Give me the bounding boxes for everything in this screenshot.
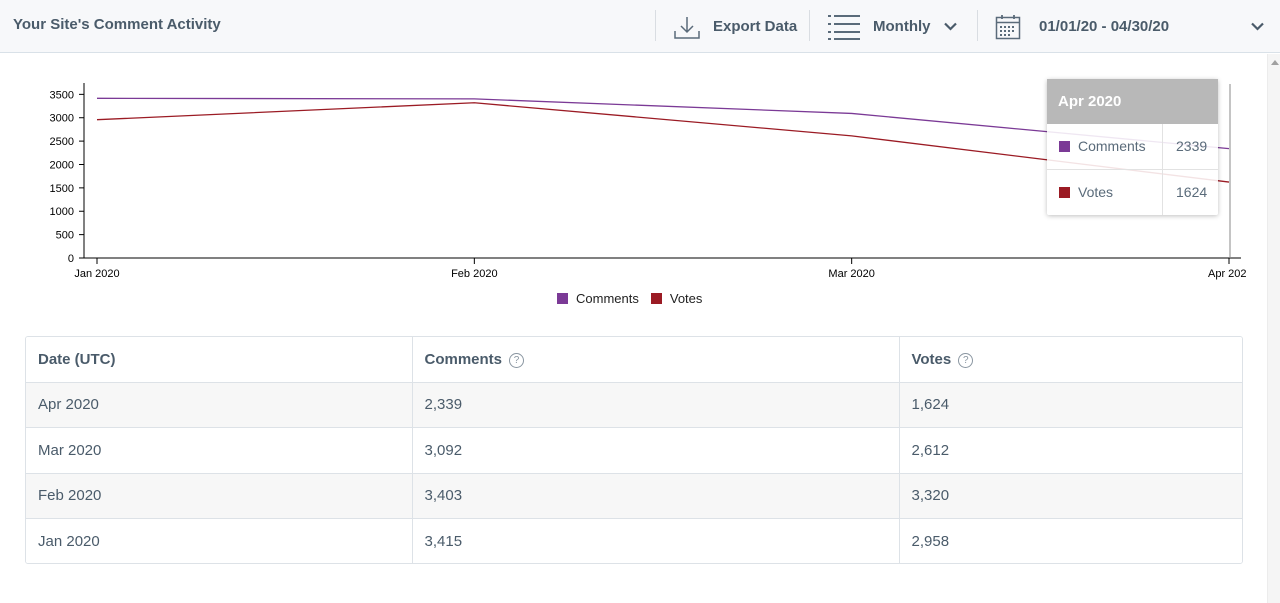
table-row: Feb 2020 3,403 3,320: [26, 473, 1242, 519]
tooltip-row-comments: Comments 2339: [1047, 124, 1218, 170]
y-tick-label: 1000: [50, 206, 74, 218]
table-cell-date: Apr 2020: [26, 382, 413, 428]
chart-tooltip: Apr 2020 Comments 2339 Votes 1624: [1047, 79, 1218, 215]
tooltip-value: 2339: [1162, 124, 1207, 169]
export-data-label: Export Data: [713, 18, 798, 35]
interval-select[interactable]: Monthly: [827, 0, 957, 53]
legend-item-votes[interactable]: Votes: [650, 291, 703, 306]
table-header-row: Date (UTC) Comments? Votes?: [26, 337, 1242, 383]
date-range-label: 01/01/20 - 04/30/20: [1039, 18, 1170, 35]
interval-label: Monthly: [873, 18, 931, 35]
table-row: Apr 2020 2,339 1,624: [26, 382, 1242, 428]
vertical-scrollbar[interactable]: [1267, 54, 1280, 603]
table-cell-votes: 1,624: [899, 382, 1242, 428]
y-tick-label: 2000: [50, 159, 74, 171]
table-cell-comments: 3,415: [412, 518, 900, 563]
column-header-comments: Comments?: [412, 337, 900, 383]
toolbar-divider: [655, 10, 656, 41]
table-cell-date: Mar 2020: [26, 427, 413, 474]
legend-label: Comments: [576, 291, 639, 306]
legend-item-comments[interactable]: Comments: [557, 291, 639, 306]
toolbar-divider: [809, 10, 810, 41]
y-tick-label: 3000: [50, 113, 74, 125]
comment-activity-chart: 0 500 1000 1500 2000 2500 3000 3500 Jan 2020 Feb…: [50, 83, 1247, 280]
download-icon: [673, 13, 701, 41]
series-layer: [96, 84, 1231, 258]
table-cell-comments: 3,403: [412, 473, 900, 519]
column-header-date: Date (UTC): [26, 337, 413, 383]
date-range-picker[interactable]: 01/01/20 - 04/30/20: [995, 0, 1169, 53]
table-cell-votes: 2,958: [899, 518, 1242, 563]
table-cell-date: Feb 2020: [26, 473, 413, 519]
comments-swatch: [1059, 140, 1070, 152]
y-tick-label: 0: [68, 253, 74, 265]
table-row: Jan 2020 3,415 2,958: [26, 518, 1242, 563]
list-icon: [827, 13, 861, 41]
votes-swatch: [650, 293, 662, 304]
y-tick-label: 1500: [50, 183, 74, 195]
tooltip-label: Votes: [1078, 184, 1114, 201]
y-tick-label: 500: [56, 230, 74, 242]
tooltip-value: 1624: [1162, 169, 1207, 215]
x-tick-label: Jan 2020: [74, 268, 119, 280]
x-tick-label: Apr 202: [1208, 268, 1247, 280]
tooltip-label: Comments: [1078, 138, 1146, 155]
table-row: Mar 2020 3,092 2,612: [26, 427, 1242, 474]
help-icon[interactable]: ?: [509, 352, 525, 368]
x-axis: Jan 2020 Feb 2020 Mar 2020 Apr 202: [74, 257, 1247, 280]
tooltip-title: Apr 2020: [1047, 79, 1218, 124]
scroll-up-arrow-icon[interactable]: [1271, 60, 1279, 65]
x-tick-label: Mar 2020: [828, 268, 874, 280]
top-toolbar: Your Site's Comment Activity Export Data…: [0, 0, 1280, 53]
y-axis: 0 500 1000 1500 2000 2500 3000 3500: [50, 83, 85, 265]
page-title: Your Site's Comment Activity: [13, 16, 221, 33]
table-cell-date: Jan 2020: [26, 518, 413, 563]
column-header-votes: Votes?: [899, 337, 1242, 383]
chevron-down-icon: [943, 22, 957, 31]
toolbar-divider: [977, 10, 978, 41]
date-range-dropdown-toggle[interactable]: [1251, 0, 1264, 53]
x-tick-label: Feb 2020: [451, 268, 497, 280]
export-data-button[interactable]: Export Data: [673, 0, 797, 53]
votes-swatch: [1059, 186, 1070, 198]
comments-swatch: [557, 293, 568, 304]
legend-label: Votes: [669, 291, 703, 306]
series-line-comments: [96, 97, 1230, 150]
y-tick-label: 3500: [50, 89, 74, 101]
y-tick-label: 2500: [50, 136, 74, 148]
table-cell-votes: 3,320: [899, 473, 1242, 519]
table-cell-comments: 2,339: [412, 382, 900, 428]
chart-legend: Comments Votes: [557, 291, 714, 306]
calendar-icon: [995, 14, 1021, 40]
table-cell-votes: 2,612: [899, 427, 1242, 474]
chevron-down-icon: [1251, 22, 1264, 31]
tooltip-row-votes: Votes 1624: [1047, 169, 1218, 215]
help-icon[interactable]: ?: [958, 352, 974, 368]
series-line-votes: [96, 102, 1230, 183]
table-cell-comments: 3,092: [412, 427, 900, 474]
activity-table: Date (UTC) Comments? Votes? Apr 2020 2,3…: [25, 336, 1243, 564]
